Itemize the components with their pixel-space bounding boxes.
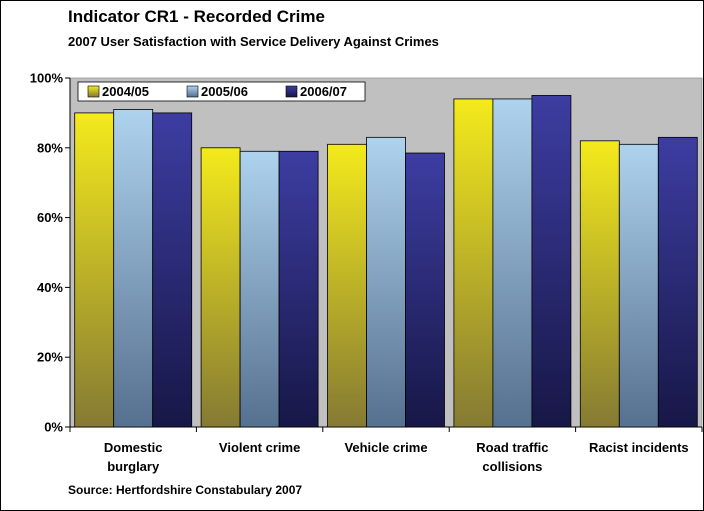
bar-2006-07 [531,95,572,428]
x-tick-label: Domestic burglary [104,440,163,474]
y-tick-label: 60% [37,210,63,225]
chart-subtitle: 2007 User Satisfaction with Service Deli… [68,34,439,49]
y-tick-label: 0% [44,420,63,435]
y-tick-label: 100% [30,71,64,86]
x-tick-label: Violent crime [219,440,300,455]
y-tick-label: 80% [37,140,63,155]
bar-2005-06 [366,136,406,428]
bar-2004-05 [200,147,241,428]
bar-2006-07 [278,150,319,428]
bar-2005-06 [239,150,280,428]
x-tick-label: Road traffic collisions [476,440,548,474]
x-tick-label: Vehicle crime [344,440,427,455]
bar-2004-05 [327,143,367,428]
bar-2006-07 [152,112,193,428]
chart-source: Source: Hertfordshire Constabulary 2007 [68,483,303,497]
y-tick-label: 40% [37,280,63,295]
legend-label: 2004/05 [102,84,149,99]
bar-2005-06 [618,143,659,428]
bar-2004-05 [579,140,620,428]
bar-2006-07 [657,136,698,428]
bar-2004-05 [453,98,494,428]
bar-2006-07 [405,152,445,428]
chart-title: Indicator CR1 - Recorded Crime [68,7,325,26]
bar-2005-06 [113,109,154,428]
legend-swatch [186,85,199,98]
y-tick-label: 20% [37,350,63,365]
legend: 2004/05 2005/06 2006/07 [77,81,366,102]
legend-label: 2005/06 [201,84,248,99]
legend-swatch [87,85,100,98]
legend-label: 2006/07 [300,84,347,99]
bar-2005-06 [492,98,533,428]
x-tick-label: Racist incidents [589,440,689,455]
bar-2004-05 [74,112,115,428]
legend-swatch [285,85,298,98]
